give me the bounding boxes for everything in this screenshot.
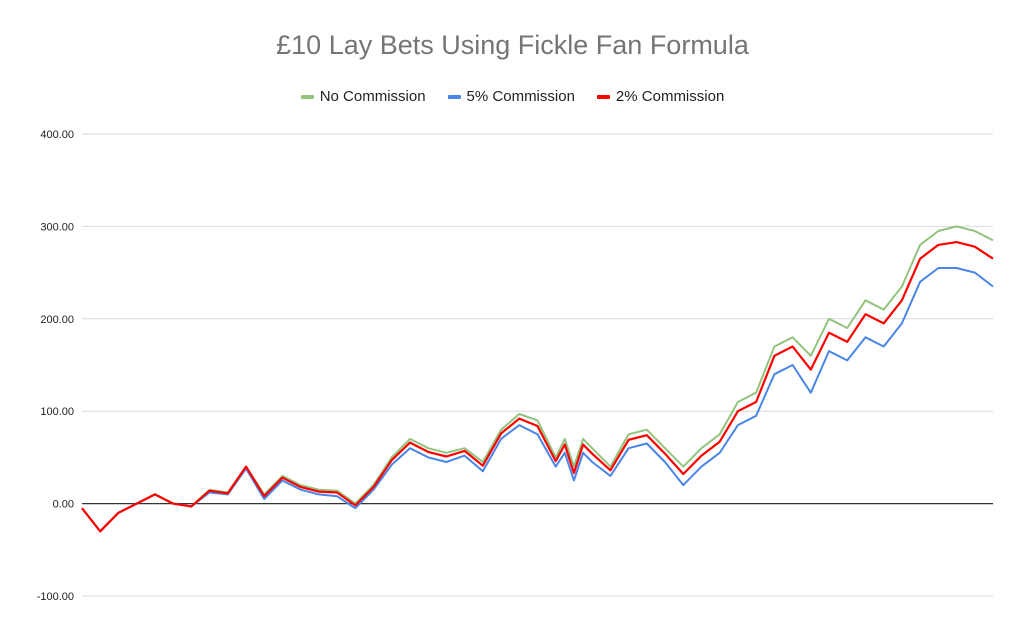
legend-label-no-commission: No Commission: [319, 88, 426, 105]
legend-item-2-commission[interactable]: 2% Commission: [596, 88, 725, 105]
series-line-2-commission: [81, 241, 994, 533]
y-axis-ticks: 400.00 300.00 200.00 100.00 0.00 -100.00: [37, 129, 74, 603]
y-tick-label: 100.00: [40, 406, 74, 418]
y-tick-label: 300.00: [40, 221, 74, 233]
chart-title: £10 Lay Bets Using Fickle Fan Formula: [276, 30, 749, 60]
series-line-no-commission: [81, 225, 994, 533]
legend-label-5-commission: 5% Commission: [466, 88, 575, 105]
legend: No Commission 5% Commission 2% Commissio…: [0, 88, 1025, 105]
legend-swatch-2-commission: [596, 94, 610, 99]
legend-label-2-commission: 2% Commission: [615, 88, 725, 105]
gridlines: [82, 133, 993, 597]
series-lines: [81, 225, 994, 533]
y-tick-label: 400.00: [40, 129, 74, 141]
legend-item-no-commission[interactable]: No Commission: [300, 88, 426, 105]
y-tick-label: 200.00: [40, 314, 74, 326]
legend-item-5-commission[interactable]: 5% Commission: [447, 88, 575, 105]
y-tick-label: 0.00: [53, 499, 74, 511]
legend-swatch-no-commission: [300, 94, 314, 99]
y-tick-label: -100.00: [37, 591, 74, 603]
legend-swatch-5-commission: [447, 94, 461, 99]
